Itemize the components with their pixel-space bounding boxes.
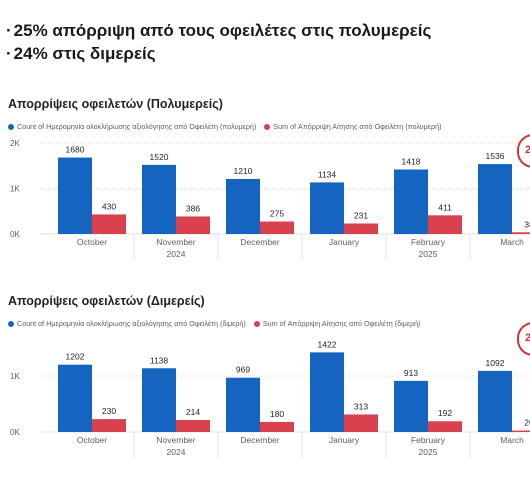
chart-2-ytick-label: 1K bbox=[10, 372, 20, 381]
chart-2: 0K 1K 1202 230 October 1138 214 November 2024 969… bbox=[10, 339, 530, 458]
chart-2-data-label: 230 bbox=[102, 406, 116, 416]
chart-1-data-label: 1418 bbox=[402, 156, 421, 166]
chart-2-legend-swatch-sum bbox=[253, 320, 260, 327]
chart-2-bar-sum bbox=[344, 414, 378, 432]
chart-1-bar-count bbox=[310, 182, 344, 234]
chart-2-legend: Count of Ημερομηνία ολοκλήρωσης αξιολόγη… bbox=[8, 319, 429, 328]
chart-2-data-label: 214 bbox=[186, 407, 200, 417]
chart-1-legend-swatch-count bbox=[8, 123, 14, 130]
chart-2-bar-sum bbox=[260, 421, 294, 432]
chart-2-bar-count bbox=[226, 377, 260, 432]
chart-1-xtick-label: March bbox=[500, 237, 524, 247]
chart-1-legend: Count of Ημερομηνία ολοκλήρωσης αξιολόγη… bbox=[8, 122, 450, 131]
chart-2-data-label: 1092 bbox=[486, 358, 505, 368]
chart-1-ytick-label: 0K bbox=[10, 230, 20, 239]
chart-1-badge-text: 2 bbox=[525, 144, 530, 156]
chart-2-legend-swatch-count bbox=[8, 320, 14, 327]
chart-1-bar-sum bbox=[512, 232, 530, 234]
chart-2-data-label: 313 bbox=[354, 401, 368, 411]
headline-1-text: 25% απόρριψη από τους οφειλέτες στις πολ… bbox=[13, 21, 432, 40]
chart-2-legend-label-sum: Sum of Απόρριψη Αίτησης από Οφειλέτη (δι… bbox=[262, 319, 421, 328]
chart-1-bar-sum bbox=[92, 214, 126, 234]
chart-1-xtick-label: November bbox=[156, 237, 195, 247]
chart-1-xtick-label: October bbox=[77, 237, 107, 247]
chart-2-bar-sum bbox=[176, 420, 210, 432]
chart-1-data-label: 275 bbox=[270, 208, 284, 218]
chart-1-bar-sum bbox=[176, 216, 210, 234]
chart-2-bar-count bbox=[58, 364, 92, 432]
chart-1-data-label: 1520 bbox=[150, 152, 169, 162]
chart-2-data-label: 1138 bbox=[150, 355, 169, 365]
chart-2-data-label: 1202 bbox=[66, 352, 85, 362]
chart-1-year-label: 2025 bbox=[419, 249, 438, 259]
chart-2-xtick-label: October bbox=[77, 435, 107, 445]
chart-1-bar-count bbox=[394, 169, 428, 234]
chart-2-xtick-label: January bbox=[329, 435, 360, 445]
chart-1-bar-count bbox=[478, 164, 512, 234]
chart-1-data-label: 38 bbox=[524, 219, 530, 229]
chart-2-xtick-label: December bbox=[240, 435, 279, 445]
chart-1-legend-item-sum: Sum of Απόρριψη Αίτησης από Οφειλέτη (πο… bbox=[264, 122, 442, 131]
chart-1-legend-swatch-sum bbox=[264, 123, 271, 130]
chart-1-legend-label-count: Count of Ημερομηνία ολοκλήρωσης αξιολόγη… bbox=[17, 122, 257, 131]
chart-2-legend-label-count: Count of Ημερομηνία ολοκλήρωσης αξιολόγη… bbox=[17, 319, 246, 328]
chart-1-data-label: 430 bbox=[102, 201, 116, 211]
chart-1-bar-count bbox=[226, 178, 260, 234]
chart-1-ytick-label: 1K bbox=[10, 185, 20, 194]
chart-1: 0K 1K 2K 1680 430 October 1520 386 November 2024 1… bbox=[10, 139, 530, 260]
chart-2-bar-count bbox=[394, 380, 428, 432]
chart-1-bar-sum bbox=[344, 223, 378, 234]
chart-1-legend-item-count: Count of Ημερομηνία ολοκλήρωσης αξιολόγη… bbox=[8, 122, 256, 131]
chart-1-title: Απορρίψεις οφειλετών (Πολυμερείς) bbox=[8, 97, 223, 111]
chart-2-bar-count bbox=[478, 370, 512, 432]
chart-1-bar-sum bbox=[260, 221, 294, 234]
headline-1-bullet: · bbox=[6, 21, 12, 40]
chart-2-bar-sum bbox=[428, 421, 462, 432]
chart-2-data-label: 969 bbox=[236, 365, 250, 375]
chart-2-data-label: 180 bbox=[270, 409, 284, 419]
chart-1-data-label: 1134 bbox=[318, 169, 337, 179]
chart-1-data-label: 1680 bbox=[66, 145, 85, 155]
chart-2-legend-item-count: Count of Ημερομηνία ολοκλήρωσης αξιολόγη… bbox=[8, 319, 246, 328]
chart-1-xtick-label: January bbox=[329, 237, 360, 247]
chart-1-data-label: 1210 bbox=[234, 166, 253, 176]
chart-2-badge-text: 2 bbox=[525, 332, 530, 344]
chart-2-title: Απορρίψεις οφειλετών (Διμερείς) bbox=[8, 294, 205, 308]
chart-1-data-label: 1536 bbox=[486, 151, 505, 161]
chart-2-data-label: 913 bbox=[404, 368, 418, 378]
chart-1-legend-label-sum: Sum of Απόρριψη Αίτησης από Οφειλέτη (πο… bbox=[273, 122, 442, 131]
chart-1-bar-count bbox=[142, 164, 176, 234]
chart-1-data-label: 231 bbox=[354, 210, 368, 220]
chart-2-bar-count bbox=[310, 352, 344, 432]
chart-2-ytick-label: 0K bbox=[10, 428, 20, 437]
chart-1-year-label: 2024 bbox=[167, 249, 186, 259]
chart-1-data-label: 411 bbox=[438, 202, 452, 212]
chart-2-data-label: 1422 bbox=[318, 339, 337, 349]
headline-1: · 25% απόρριψη από τους οφειλέτες στις πο… bbox=[6, 21, 431, 41]
chart-2-data-label: 26 bbox=[524, 418, 530, 428]
chart-1-ytick-label: 2K bbox=[10, 139, 20, 148]
headline-2-bullet: · bbox=[6, 44, 12, 63]
chart-1-xtick-label: February bbox=[411, 237, 446, 247]
headline-2: · 24% στις διμερείς bbox=[6, 44, 156, 64]
chart-2-xtick-label: March bbox=[500, 435, 524, 445]
chart-2-year-label: 2024 bbox=[167, 447, 186, 457]
chart-2-xtick-label: November bbox=[156, 435, 195, 445]
chart-2-legend-item-sum: Sum of Απόρριψη Αίτησης από Οφειλέτη (δι… bbox=[253, 319, 421, 328]
chart-1-bar-count bbox=[58, 157, 92, 234]
chart-2-bar-sum bbox=[512, 430, 530, 432]
chart-2-bar-count bbox=[142, 368, 176, 432]
chart-2-data-label: 192 bbox=[438, 408, 452, 418]
chart-1-bar-sum bbox=[428, 215, 462, 234]
chart-1-data-label: 386 bbox=[186, 203, 200, 213]
chart-2-xtick-label: February bbox=[411, 435, 446, 445]
chart-2-year-label: 2025 bbox=[419, 447, 438, 457]
headline-2-text: 24% στις διμερείς bbox=[13, 44, 156, 63]
chart-1-xtick-label: December bbox=[240, 237, 279, 247]
chart-2-bar-sum bbox=[92, 419, 126, 432]
